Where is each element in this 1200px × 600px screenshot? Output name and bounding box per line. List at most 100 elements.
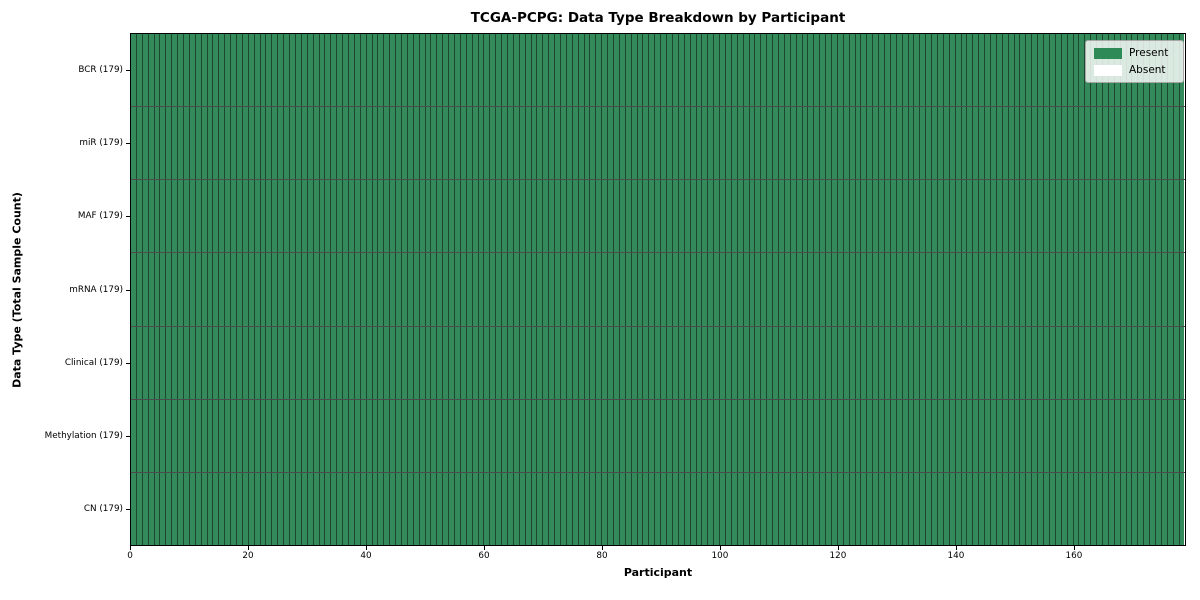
heatmap-cell — [272, 107, 279, 180]
heatmap-cell — [419, 34, 426, 107]
heatmap-cell — [778, 399, 785, 472]
heatmap-cell — [761, 107, 768, 180]
heatmap-cell — [1067, 107, 1074, 180]
heatmap-cell — [661, 326, 668, 399]
heatmap-cell — [290, 253, 296, 326]
heatmap-cell — [543, 107, 550, 180]
heatmap-cell — [360, 34, 367, 107]
heatmap-cell — [1061, 399, 1068, 472]
heatmap-cell — [172, 180, 179, 253]
heatmap-cell — [649, 34, 656, 107]
heatmap-cell — [867, 180, 874, 253]
heatmap-cell — [272, 253, 279, 326]
heatmap-cell — [525, 107, 532, 180]
heatmap-cell — [272, 472, 279, 545]
heatmap-cell — [1032, 34, 1039, 107]
heatmap-cell — [979, 107, 986, 180]
heatmap-cell — [731, 180, 738, 253]
heatmap-cell — [1179, 472, 1185, 545]
heatmap-cell — [578, 472, 585, 545]
heatmap-cell — [920, 180, 927, 253]
y-tick-mark — [126, 289, 130, 291]
heatmap-cell — [307, 107, 314, 180]
heatmap-cell — [189, 34, 196, 107]
heatmap-cell — [307, 472, 314, 545]
heatmap-cell — [649, 399, 656, 472]
heatmap-cell — [189, 107, 196, 180]
heatmap-cell — [932, 107, 939, 180]
heatmap-cell — [478, 180, 485, 253]
heatmap-cell — [136, 107, 143, 180]
heatmap-row — [131, 253, 1185, 327]
heatmap-cell — [1061, 326, 1068, 399]
heatmap-cell — [319, 326, 326, 399]
heatmap-cell — [943, 253, 950, 326]
heatmap-cell — [555, 107, 562, 180]
heatmap-cell — [808, 399, 815, 472]
heatmap-cell — [1167, 180, 1174, 253]
chart-title: TCGA-PCPG: Data Type Breakdown by Partic… — [470, 10, 846, 26]
heatmap-cell — [466, 399, 473, 472]
heatmap-cell — [619, 180, 626, 253]
heatmap-cell — [136, 180, 143, 253]
heatmap-cell — [242, 34, 249, 107]
heatmap-cell — [655, 107, 662, 180]
heatmap-cell — [696, 180, 703, 253]
heatmap-cell — [454, 34, 461, 107]
heatmap-cell — [378, 34, 385, 107]
heatmap-cell — [625, 180, 632, 253]
heatmap-cell — [1102, 399, 1109, 472]
heatmap-cell — [949, 34, 956, 107]
heatmap-cell — [519, 34, 526, 107]
heatmap-cell — [366, 326, 373, 399]
heatmap-cell — [331, 107, 338, 180]
heatmap-cell — [820, 326, 827, 399]
heatmap-cell — [195, 107, 202, 180]
heatmap-cell — [831, 399, 838, 472]
heatmap-cell — [284, 34, 291, 107]
heatmap-cell — [189, 253, 196, 326]
heatmap-cell — [890, 34, 897, 107]
heatmap-cell — [837, 107, 844, 180]
heatmap-cell — [396, 180, 402, 253]
heatmap-cell — [195, 399, 202, 472]
heatmap-cell — [419, 399, 426, 472]
heatmap-cell — [678, 107, 685, 180]
y-tick-mark — [126, 69, 130, 71]
heatmap-cell — [472, 180, 479, 253]
heatmap-cell — [608, 180, 615, 253]
heatmap-cell — [184, 399, 190, 472]
heatmap-cell — [1126, 253, 1133, 326]
heatmap-cell — [767, 253, 774, 326]
heatmap-cell — [142, 326, 149, 399]
heatmap-cell — [513, 472, 520, 545]
heatmap-cell — [826, 34, 832, 107]
heatmap-cell — [242, 180, 249, 253]
heatmap-cell — [885, 107, 891, 180]
heatmap-cell — [814, 34, 821, 107]
heatmap-cell — [284, 326, 291, 399]
heatmap-cell — [331, 326, 338, 399]
heatmap-cell — [1073, 472, 1080, 545]
heatmap-cell — [502, 34, 508, 107]
heatmap-cell — [360, 180, 367, 253]
heatmap-cell — [890, 472, 897, 545]
heatmap-cell — [761, 326, 768, 399]
heatmap-cell — [248, 253, 255, 326]
heatmap-cell — [1073, 34, 1080, 107]
heatmap-cell — [590, 34, 597, 107]
heatmap-cell — [1026, 326, 1033, 399]
heatmap-cell — [407, 34, 414, 107]
heatmap-cell — [873, 34, 880, 107]
heatmap-cell — [1167, 399, 1174, 472]
heatmap-cell — [502, 399, 508, 472]
heatmap-cell — [1061, 253, 1068, 326]
heatmap-cell — [549, 180, 556, 253]
heatmap-cell — [702, 180, 709, 253]
heatmap-cell — [596, 326, 603, 399]
heatmap-cell — [437, 180, 444, 253]
legend-swatch-present — [1094, 47, 1122, 59]
heatmap-cell — [266, 34, 273, 107]
heatmap-cell — [460, 472, 467, 545]
heatmap-row — [131, 326, 1185, 400]
